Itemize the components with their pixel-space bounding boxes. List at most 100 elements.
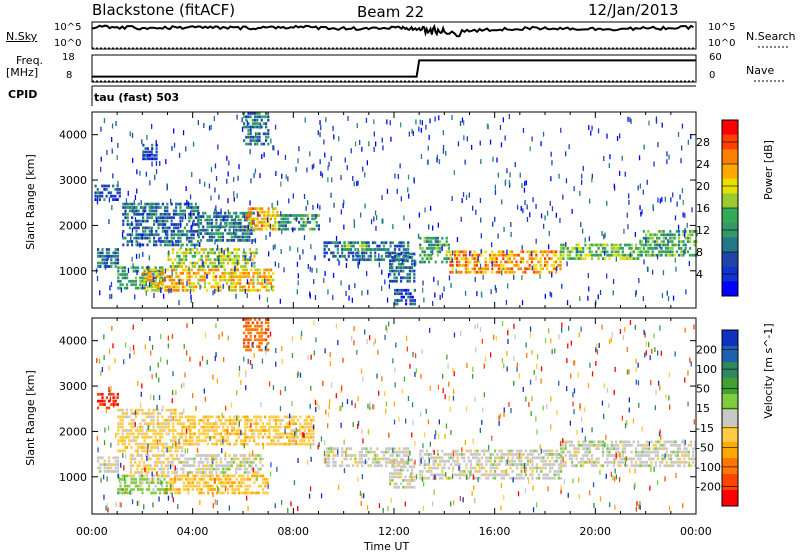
heatmap-cell bbox=[637, 253, 640, 257]
heatmap-cell bbox=[365, 244, 368, 248]
heatmap-cell bbox=[382, 454, 386, 457]
heatmap-cell bbox=[474, 466, 477, 470]
noise-echo bbox=[426, 159, 429, 165]
noise-echo bbox=[376, 215, 378, 221]
noise-echo bbox=[134, 217, 137, 222]
heatmap-cell bbox=[678, 460, 682, 464]
heatmap-cell bbox=[181, 415, 184, 419]
heatmap-cell bbox=[527, 456, 530, 460]
heatmap-cell bbox=[186, 243, 189, 247]
heatmap-cell bbox=[256, 217, 259, 221]
heatmap-cell bbox=[98, 191, 102, 195]
heatmap-cell bbox=[154, 435, 157, 439]
heatmap-cell bbox=[166, 288, 169, 292]
heatmap-cell bbox=[506, 270, 509, 274]
heatmap-cell bbox=[193, 474, 197, 478]
heatmap-cell bbox=[233, 261, 236, 265]
noise-echo bbox=[150, 204, 152, 210]
heatmap-cell bbox=[681, 460, 684, 464]
heatmap-cell bbox=[371, 460, 375, 464]
noise-echo bbox=[672, 295, 675, 301]
heatmap-cell bbox=[533, 449, 536, 453]
heatmap-cell bbox=[239, 275, 242, 279]
heatmap-cell bbox=[196, 481, 199, 485]
heatmap-cell bbox=[555, 260, 558, 264]
heatmap-cell bbox=[193, 457, 196, 461]
heatmap-cell bbox=[144, 233, 147, 237]
noise-echo bbox=[219, 224, 221, 229]
heatmap-cell bbox=[469, 459, 472, 463]
heatmap-cell bbox=[374, 241, 377, 245]
heatmap-cell bbox=[222, 429, 225, 432]
heatmap-cell bbox=[356, 460, 359, 464]
heatmap-cell bbox=[232, 275, 235, 279]
heatmap-cell bbox=[229, 251, 232, 255]
heatmap-cell bbox=[155, 288, 158, 292]
heatmap-cell bbox=[582, 247, 585, 250]
heatmap-cell bbox=[678, 457, 682, 461]
heatmap-cell bbox=[204, 435, 207, 439]
heatmap-cell bbox=[152, 439, 155, 443]
noise-echo bbox=[497, 233, 499, 239]
noise-echo bbox=[588, 236, 590, 242]
heatmap-cell bbox=[206, 457, 209, 461]
heatmap-cell bbox=[134, 408, 137, 412]
heatmap-cell bbox=[559, 267, 562, 271]
heatmap-cell bbox=[164, 226, 167, 230]
heatmap-cell bbox=[146, 236, 149, 240]
heatmap-cell bbox=[198, 422, 201, 426]
heatmap-cell bbox=[108, 406, 111, 410]
heatmap-cell bbox=[247, 217, 250, 221]
noise-echo bbox=[171, 270, 173, 276]
noise-echo bbox=[148, 255, 150, 261]
heatmap-cell bbox=[634, 247, 638, 250]
heatmap-cell bbox=[128, 484, 131, 488]
heatmap-cell bbox=[180, 261, 183, 265]
heatmap-cell bbox=[441, 473, 444, 477]
heatmap-cell bbox=[209, 415, 212, 419]
heatmap-cell bbox=[170, 240, 173, 243]
heatmap-cell bbox=[231, 432, 234, 436]
heatmap-cell bbox=[595, 457, 598, 461]
heatmap-cell bbox=[264, 481, 267, 485]
heatmap-cell bbox=[305, 435, 308, 439]
heatmap-cell bbox=[151, 268, 154, 272]
noise-echo bbox=[215, 176, 218, 181]
heatmap-cell bbox=[389, 482, 392, 486]
heatmap-cell bbox=[274, 214, 277, 217]
noise-echo bbox=[597, 294, 599, 300]
heatmap-cell bbox=[235, 228, 238, 232]
heatmap-cell bbox=[137, 236, 140, 240]
heatmap-cell bbox=[119, 477, 122, 481]
heatmap-cell bbox=[190, 202, 193, 206]
heatmap-cell bbox=[164, 285, 167, 289]
noise-echo bbox=[199, 242, 201, 247]
heatmap-cell bbox=[409, 292, 412, 296]
noise-echo bbox=[503, 226, 505, 232]
heatmap-cell bbox=[291, 214, 294, 217]
heatmap-cell bbox=[132, 477, 135, 481]
heatmap-cell bbox=[204, 439, 207, 443]
heatmap-cell bbox=[251, 112, 254, 115]
heatmap-cell bbox=[336, 248, 339, 251]
heatmap-cell bbox=[694, 447, 697, 451]
heatmap-cell bbox=[621, 247, 624, 250]
heatmap-cell bbox=[252, 220, 255, 224]
heatmap-cell bbox=[261, 435, 264, 439]
heatmap-cell bbox=[190, 233, 193, 237]
heatmap-cell bbox=[214, 268, 218, 272]
heatmap-cell bbox=[148, 206, 151, 209]
heatmap-cell bbox=[149, 467, 152, 471]
heatmap-cell bbox=[630, 450, 633, 454]
heatmap-cell bbox=[667, 464, 671, 468]
heatmap-cell bbox=[134, 266, 137, 270]
heatmap-cell bbox=[485, 470, 488, 473]
heatmap-cell bbox=[531, 453, 534, 456]
heatmap-cell bbox=[606, 464, 609, 468]
heatmap-cell bbox=[612, 447, 616, 451]
noise-echo bbox=[590, 130, 592, 136]
heatmap-cell bbox=[349, 447, 353, 451]
heatmap-cell bbox=[612, 464, 616, 468]
noise-echo bbox=[373, 216, 375, 222]
heatmap-cell bbox=[265, 288, 268, 292]
